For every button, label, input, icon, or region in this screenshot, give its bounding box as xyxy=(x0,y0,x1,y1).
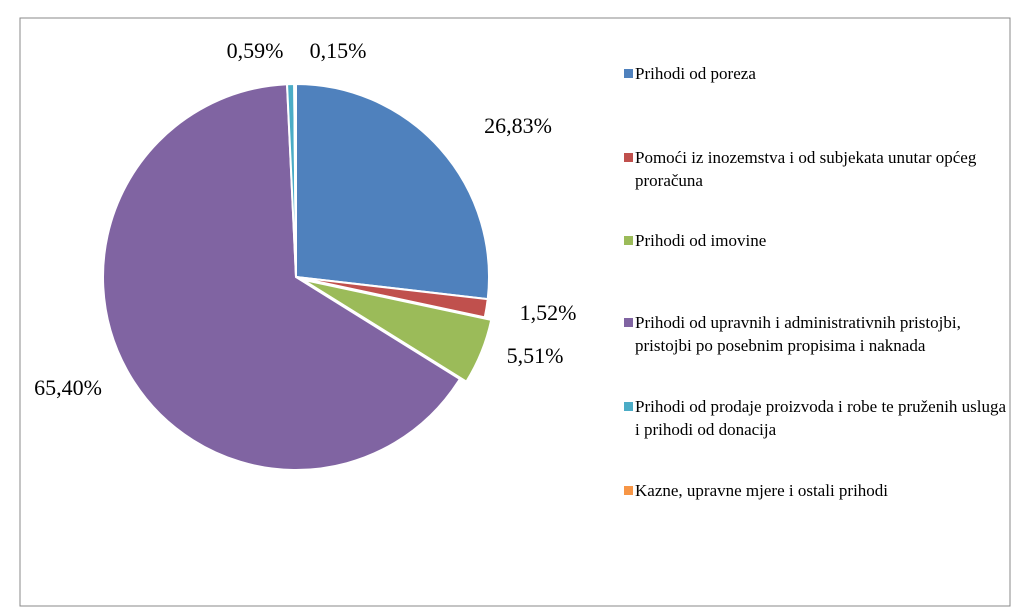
pie-slice xyxy=(293,82,297,278)
legend-swatch xyxy=(624,236,633,245)
legend-swatch xyxy=(624,69,633,78)
legend-label: Prihodi od poreza xyxy=(635,64,756,83)
legend-swatch xyxy=(624,402,633,411)
legend-label: Prihodi od upravnih i administrativnih p… xyxy=(635,313,961,355)
legend-label: Prihodi od imovine xyxy=(635,231,767,250)
data-label: 1,52% xyxy=(520,300,577,325)
data-label: 65,40% xyxy=(34,375,102,400)
pie-slice xyxy=(295,276,489,319)
data-label: 0,15% xyxy=(310,38,367,63)
data-label: 5,51% xyxy=(507,343,564,368)
legend-label: Pomoći iz inozemstva i od subjekata unut… xyxy=(635,148,977,190)
legend-swatch xyxy=(624,318,633,327)
legend-swatch xyxy=(624,486,633,495)
data-label: 26,83% xyxy=(484,113,552,138)
legend-label: Kazne, upravne mjere i ostali prihodi xyxy=(635,481,889,500)
pie-slice xyxy=(301,278,493,383)
pie-slice xyxy=(295,82,490,301)
data-label: 0,59% xyxy=(227,38,284,63)
pie-slice xyxy=(102,83,462,471)
legend-swatch xyxy=(624,153,633,162)
legend-label: Prihodi od prodaje proizvoda i robe te p… xyxy=(635,397,1007,439)
